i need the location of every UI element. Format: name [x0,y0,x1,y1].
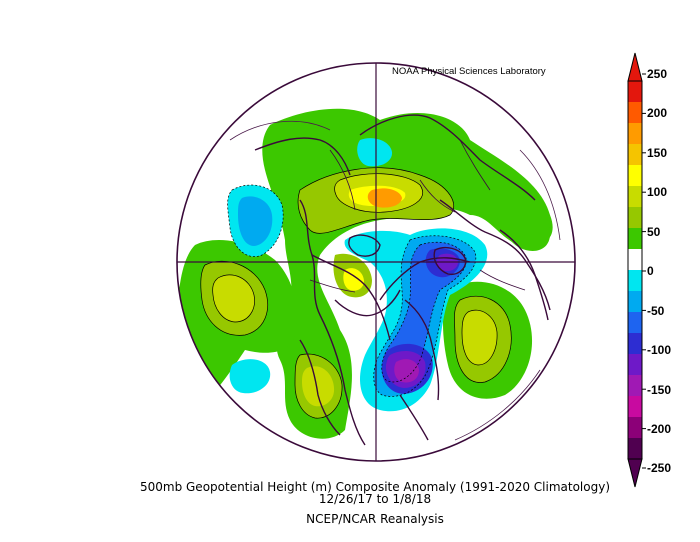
colorbar-tick-label: 250 [647,67,668,81]
colorbar-swatch [628,144,642,166]
colorbar-tick-label: -100 [647,343,672,357]
colorbar-swatch [628,417,642,439]
data-source: NCEP/NCAR Reanalysis [306,512,444,526]
colorbar-swatch [628,102,642,124]
credit-label: NOAA Physical Sciences Laboratory [392,66,546,77]
colorbar-swatch [628,165,642,187]
colorbar-tick-label: 50 [647,225,661,239]
colorbar-swatch [628,249,642,271]
colorbar-swatch [628,291,642,313]
borders [309,139,526,293]
colorbar-outline [627,80,643,460]
colorbar-swatch [628,375,642,397]
colorbar-tick-label: -50 [647,304,665,318]
colorbar-tick-label: 100 [647,185,668,199]
colorbar-swatch [628,270,642,292]
positive-anomaly-region [462,310,498,365]
colorbar-swatch [628,81,642,103]
colorbar-tick-label: 0 [647,264,654,278]
colorbar-swatch [628,354,642,376]
colorbar-swatch [628,438,642,460]
filled-contours [177,63,575,461]
positive-anomaly-region [212,274,255,322]
negative-anomaly-region [357,138,393,167]
positive-anomaly-region [343,268,364,291]
negative-anomaly-region [394,359,419,383]
colorbar-tick-label: -250 [647,461,672,475]
colorbar-tick-label: 150 [647,146,668,160]
date-range: 12/26/17 to 1/8/18 [318,492,432,506]
figure-caption: 500mb Geopotential Height (m) Composite … [120,481,630,525]
positive-anomaly-region [494,184,551,251]
colorbar-swatch [628,333,642,355]
colorbar [627,52,646,488]
colorbar-extend-min [627,458,643,488]
negative-anomaly-region [229,359,271,394]
colorbar-extend-max [627,52,643,82]
colorbar-tick-label: 200 [647,106,668,120]
colorbar-swatch [628,396,642,418]
colorbar-tick-label: -150 [647,383,672,397]
coastlines [254,114,551,446]
negative-anomaly-region [238,196,273,246]
map-boundary [176,62,576,462]
positive-anomaly-region [302,366,335,407]
colorbar-swatch [628,207,642,229]
colorbar-swatch [628,186,642,208]
colorbar-swatch [628,312,642,334]
figure-title: 500mb Geopotential Height (m) Composite … [139,480,610,494]
colorbar-swatch [628,228,642,250]
colorbar-tick-label: -200 [647,422,672,436]
colorbar-swatch [628,123,642,145]
